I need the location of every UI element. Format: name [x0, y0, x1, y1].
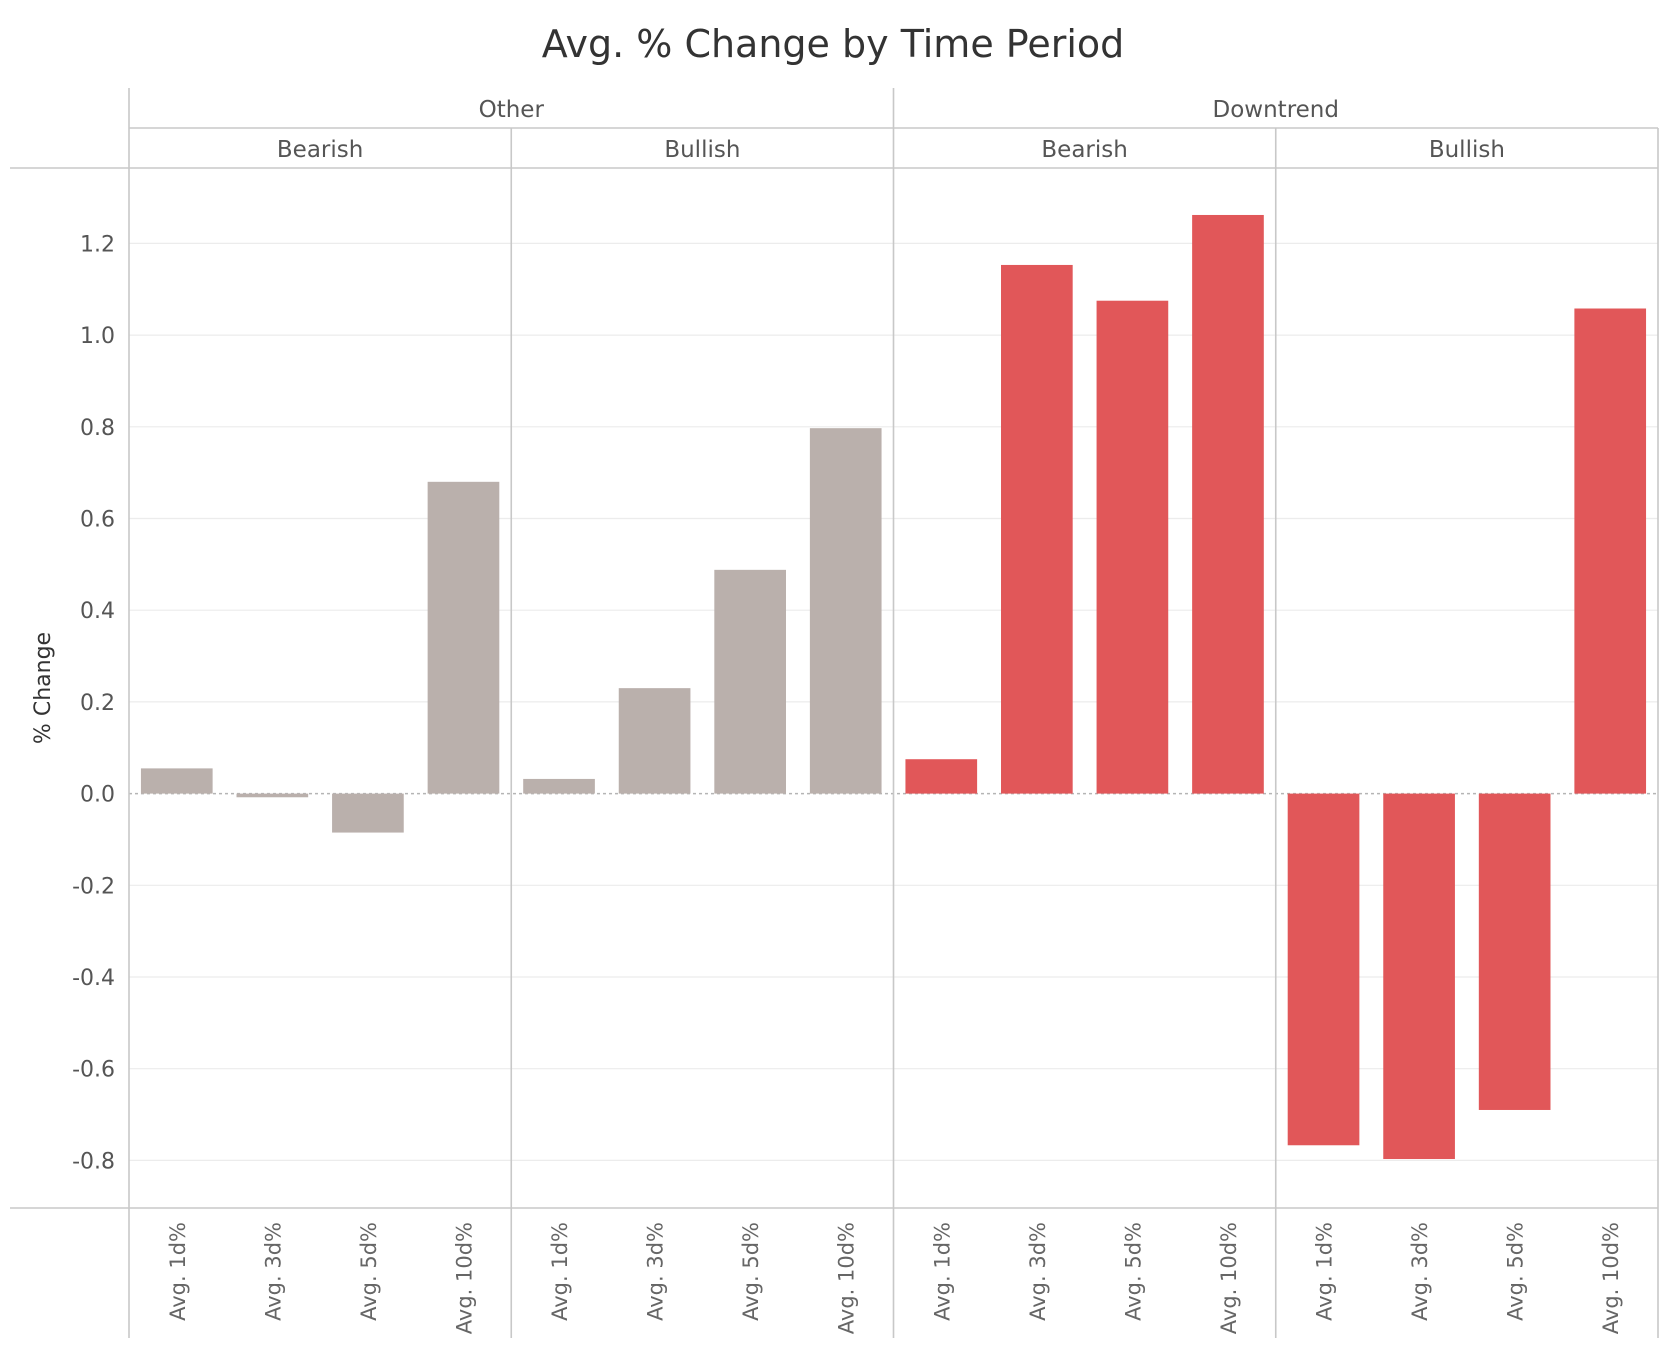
x-tick-label: Avg. 1d% [166, 1222, 190, 1321]
x-tick-label: Avg. 10d% [1599, 1222, 1623, 1334]
y-tick-label: -0.6 [72, 1058, 115, 1083]
bars [140, 214, 1647, 1160]
y-tick-label: 0.8 [80, 416, 115, 441]
bar [140, 768, 213, 794]
y-tick-label: 0.0 [80, 783, 115, 808]
panel-frame [10, 88, 1659, 1338]
x-tick-label: Avg. 5d% [1504, 1222, 1528, 1321]
bar [809, 428, 882, 794]
bar [1383, 793, 1455, 1160]
x-tick-label: Avg. 3d% [261, 1222, 285, 1321]
bar [905, 759, 978, 794]
bar [714, 569, 786, 794]
x-tick-label: Avg. 1d% [548, 1222, 572, 1321]
bar [523, 778, 595, 794]
y-tick-label: -0.8 [72, 1149, 115, 1174]
panel-headers: Other Downtrend Bearish Bullish Bearish Bulli… [277, 97, 1505, 163]
x-tick-label: Avg. 1d% [1313, 1222, 1337, 1321]
bar [1001, 264, 1073, 794]
x-tick-label: Avg. 3d% [1408, 1222, 1432, 1321]
x-axis-ticks: Avg. 1d% Avg. 3d% Avg. 5d% Avg. 10d% Avg. 1d… [166, 1222, 1623, 1334]
panel-header: Bearish [277, 137, 363, 163]
panel-header: Bullish [1429, 137, 1505, 163]
bar [618, 688, 691, 794]
x-tick-label: Avg. 10d% [835, 1222, 859, 1334]
panel-header: Bearish [1041, 137, 1127, 163]
y-axis-label: % Change [31, 632, 56, 744]
panel-header: Bullish [664, 137, 740, 163]
y-tick-label: 1.0 [80, 324, 115, 349]
y-tick-label: 0.4 [80, 599, 115, 624]
y-tick-label: 1.2 [80, 232, 115, 257]
y-tick-label: 0.6 [80, 508, 115, 533]
x-tick-label: Avg. 5d% [1121, 1222, 1145, 1321]
bar [1478, 793, 1551, 1110]
group-header: Downtrend [1213, 97, 1339, 123]
bar [1287, 793, 1360, 1146]
bar [236, 793, 309, 798]
bar [1192, 214, 1264, 794]
x-tick-label: Avg. 10d% [452, 1222, 476, 1334]
x-tick-label: Avg. 5d% [357, 1222, 381, 1321]
y-tick-label: -0.4 [72, 966, 115, 991]
x-tick-label: Avg. 1d% [930, 1222, 954, 1321]
x-tick-label: Avg. 10d% [1217, 1222, 1241, 1334]
group-header: Other [479, 97, 545, 123]
bar [427, 481, 500, 794]
y-axis-ticks: 1.2 1.0 0.8 0.6 0.4 0.2 0.0 -0.2 -0.4 -0.6 -0.8 [72, 232, 115, 1174]
chart-title: Avg. % Change by Time Period [542, 22, 1125, 66]
y-tick-label: -0.2 [72, 874, 115, 899]
x-tick-label: Avg. 3d% [644, 1222, 668, 1321]
x-tick-label: Avg. 5d% [739, 1222, 763, 1321]
bar [332, 793, 404, 833]
y-tick-label: 0.2 [80, 691, 115, 716]
x-tick-label: Avg. 3d% [1026, 1222, 1050, 1321]
bar [1096, 300, 1169, 794]
bar [1574, 308, 1647, 794]
